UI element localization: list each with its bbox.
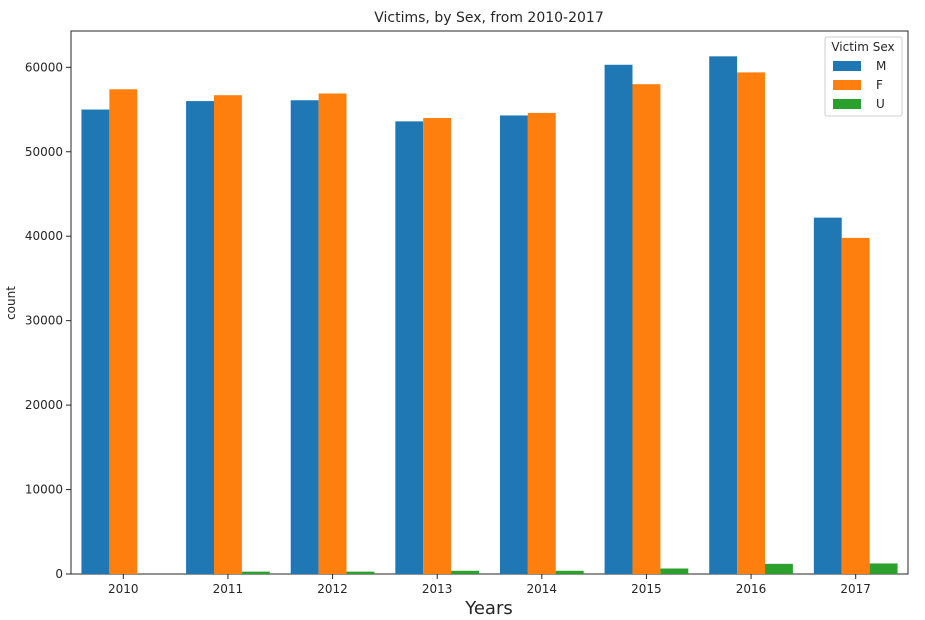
bar-M-2014 xyxy=(499,115,528,574)
bar-F-2010 xyxy=(109,89,138,575)
y-axis: 0 10000 20000 30000 40000 50000 60000 xyxy=(25,60,71,581)
bar-U-2011 xyxy=(241,571,270,574)
bar-U-2014 xyxy=(555,570,584,574)
x-tick-label: 2013 xyxy=(422,582,453,596)
legend-label-M: M xyxy=(876,59,886,73)
bar-U-2016 xyxy=(765,563,793,574)
x-tick-label: 2012 xyxy=(317,582,348,596)
bar-U-2013 xyxy=(451,570,480,574)
bar-F-2011 xyxy=(213,95,242,574)
legend-label-F: F xyxy=(876,78,883,92)
x-tick-label: 2017 xyxy=(840,582,871,596)
bar-M-2013 xyxy=(395,121,424,574)
y-tick-label: 60000 xyxy=(25,60,63,74)
bar-F-2012 xyxy=(318,93,347,574)
bar-U-2012 xyxy=(346,571,375,574)
x-tick-label: 2010 xyxy=(108,582,139,596)
legend-box xyxy=(824,36,903,117)
bars-group xyxy=(81,56,898,575)
bar-U-2017 xyxy=(869,563,898,574)
bar-F-2017 xyxy=(841,237,870,575)
y-tick-label: 20000 xyxy=(25,398,63,412)
y-tick-label: 50000 xyxy=(25,145,63,159)
bar-M-2015 xyxy=(604,64,633,574)
y-tick-label: 30000 xyxy=(25,314,63,328)
chart-title: Victims, by Sex, from 2010-2017 xyxy=(374,10,603,26)
y-tick-label: 40000 xyxy=(25,229,63,243)
bar-M-2017 xyxy=(813,217,842,574)
bar-F-2014 xyxy=(527,112,556,575)
plot-area xyxy=(70,30,909,575)
legend-swatch-U xyxy=(833,99,861,109)
legend-swatch-F xyxy=(833,80,861,90)
bar-M-2011 xyxy=(186,101,214,574)
legend-title: Victim Sex xyxy=(831,40,894,54)
legend-label-U: U xyxy=(876,97,885,111)
bar-F-2013 xyxy=(423,117,452,575)
bar-M-2012 xyxy=(290,100,319,574)
x-tick-label: 2016 xyxy=(736,582,767,596)
bar-F-2016 xyxy=(737,72,766,575)
y-axis-title: count xyxy=(4,286,18,320)
legend-items: MFU xyxy=(833,59,886,111)
bar-U-2015 xyxy=(660,568,689,574)
bar-M-2010 xyxy=(81,109,110,574)
legend: Victim Sex MFU xyxy=(824,36,903,117)
legend-swatch-M xyxy=(833,61,861,71)
x-tick-label: 2011 xyxy=(213,582,244,596)
bar-F-2015 xyxy=(632,84,661,574)
y-tick-label: 10000 xyxy=(25,483,63,497)
y-tick-label: 0 xyxy=(55,567,63,581)
x-tick-label: 2014 xyxy=(527,582,558,596)
x-axis-title: Years xyxy=(464,598,513,619)
x-axis: 2010 2011 2012 2013 2014 2015 2016 2017 xyxy=(108,574,871,596)
x-tick-label: 2015 xyxy=(631,582,662,596)
bar-M-2016 xyxy=(709,56,738,575)
